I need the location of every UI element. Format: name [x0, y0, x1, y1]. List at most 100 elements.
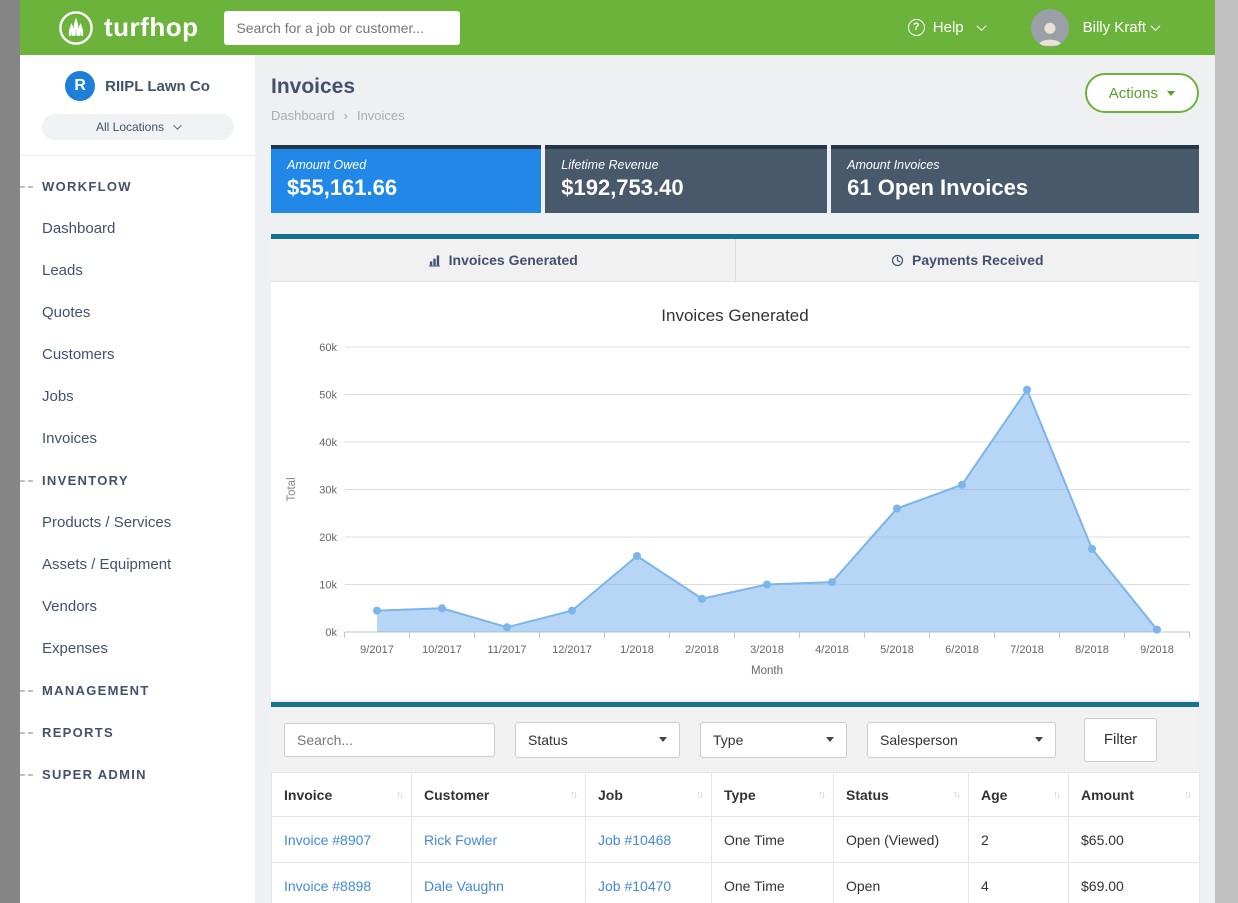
person-icon — [1035, 17, 1065, 47]
section-dash-icon — [20, 480, 33, 482]
column-header-job[interactable]: Job↑↓ — [586, 773, 712, 817]
column-header-invoice[interactable]: Invoice↑↓ — [272, 773, 412, 817]
sidebar-section-workflow[interactable]: WORKFLOW — [20, 166, 255, 208]
status-cell: Open — [834, 863, 969, 903]
logo-text: turfhop — [104, 12, 198, 43]
company-logo: R — [65, 71, 95, 101]
customer-cell[interactable]: Dale Vaughn — [412, 863, 586, 903]
sidebar-item-quotes[interactable]: Quotes — [20, 292, 255, 334]
sort-icon: ↑↓ — [818, 789, 824, 800]
sidebar-item-vendors[interactable]: Vendors — [20, 586, 255, 628]
tab-payments-received[interactable]: Payments Received — [735, 239, 1200, 281]
status-cell: Open (Viewed) — [834, 817, 969, 863]
section-dash-icon — [20, 732, 33, 734]
company-header: R RIIPL Lawn Co — [20, 71, 255, 101]
type-select[interactable]: Type — [700, 722, 847, 758]
top-bar: turfhop ? Help Billy Kraft — [20, 0, 1215, 55]
turfhop-logo[interactable]: turfhop — [58, 10, 198, 46]
svg-text:40k: 40k — [319, 437, 337, 449]
stat-card-label: Amount Invoices — [847, 158, 1183, 172]
filter-button[interactable]: Filter — [1084, 718, 1157, 762]
svg-text:20k: 20k — [319, 532, 337, 544]
filter-bar: Status Type Salesperson Filter — [271, 707, 1199, 772]
stat-card-value: $55,161.66 — [287, 175, 525, 201]
select-value: Type — [713, 732, 743, 748]
global-search-input[interactable] — [224, 11, 460, 45]
svg-text:30k: 30k — [319, 485, 337, 497]
table-row[interactable]: Invoice #8898Dale VaughnJob #10470One Ti… — [272, 863, 1200, 903]
chart-tabs: Invoices Generated Payments Received — [271, 239, 1199, 282]
select-arrow-icon — [826, 737, 834, 742]
type-cell: One Time — [712, 817, 834, 863]
sidebar-item-products-services[interactable]: Products / Services — [20, 502, 255, 544]
sidebar-item-jobs[interactable]: Jobs — [20, 376, 255, 418]
breadcrumb: Dashboard›Invoices — [271, 108, 1199, 123]
customer-cell[interactable]: Rick Fowler — [412, 817, 586, 863]
svg-text:Month: Month — [751, 665, 783, 677]
job-cell[interactable]: Job #10470 — [586, 863, 712, 903]
grass-logo-icon — [58, 10, 94, 46]
stat-cards: Amount Owed$55,161.66Lifetime Revenue$19… — [271, 145, 1199, 213]
svg-text:9/2017: 9/2017 — [360, 644, 394, 656]
breadcrumb-item-invoices: Invoices — [357, 108, 405, 123]
column-header-type[interactable]: Type↑↓ — [712, 773, 834, 817]
svg-text:1/2018: 1/2018 — [620, 644, 654, 656]
svg-text:9/2018: 9/2018 — [1140, 644, 1174, 656]
sidebar-item-leads[interactable]: Leads — [20, 250, 255, 292]
user-avatar[interactable] — [1031, 9, 1069, 47]
invoices-generated-chart: 0k10k20k30k40k50k60k9/201710/201711/2017… — [271, 336, 1199, 686]
help-menu[interactable]: ? Help — [908, 19, 985, 36]
job-cell[interactable]: Job #10468 — [586, 817, 712, 863]
sidebar-item-expenses[interactable]: Expenses — [20, 628, 255, 670]
svg-text:0k: 0k — [325, 627, 337, 639]
column-header-customer[interactable]: Customer↑↓ — [412, 773, 586, 817]
page-title: Invoices — [271, 75, 1199, 99]
tab-invoices-generated[interactable]: Invoices Generated — [271, 239, 735, 281]
status-select[interactable]: Status — [515, 722, 680, 758]
tab-label: Payments Received — [912, 252, 1044, 268]
user-name[interactable]: Billy Kraft — [1083, 19, 1146, 36]
stat-card-lifetime-revenue: Lifetime Revenue$192,753.40 — [545, 145, 827, 213]
tab-label: Invoices Generated — [449, 252, 578, 268]
main-content: Invoices Dashboard›Invoices Actions Amou… — [255, 55, 1215, 903]
svg-text:3/2018: 3/2018 — [750, 644, 784, 656]
chevron-down-icon[interactable] — [1151, 21, 1161, 31]
sidebar-section-label: MANAGEMENT — [42, 683, 150, 698]
sidebar: R RIIPL Lawn Co All Locations WORKFLOWDa… — [20, 55, 255, 903]
sidebar-section-super-admin[interactable]: SUPER ADMIN — [20, 754, 255, 796]
salesperson-select[interactable]: Salesperson — [867, 722, 1056, 758]
select-arrow-icon — [659, 737, 667, 742]
sidebar-item-dashboard[interactable]: Dashboard — [20, 208, 255, 250]
sidebar-item-customers[interactable]: Customers — [20, 334, 255, 376]
breadcrumb-item-dashboard[interactable]: Dashboard — [271, 108, 335, 123]
sidebar-item-invoices[interactable]: Invoices — [20, 418, 255, 460]
sort-icon: ↑↓ — [570, 789, 576, 800]
actions-button[interactable]: Actions — [1085, 73, 1199, 113]
location-selector[interactable]: All Locations — [42, 114, 234, 140]
table-search-input[interactable] — [284, 723, 495, 757]
sidebar-section-inventory[interactable]: INVENTORY — [20, 460, 255, 502]
svg-text:10/2017: 10/2017 — [422, 644, 462, 656]
sidebar-nav: WORKFLOWDashboardLeadsQuotesCustomersJob… — [20, 156, 255, 796]
table-row[interactable]: Invoice #8907Rick FowlerJob #10468One Ti… — [272, 817, 1200, 863]
invoice-cell[interactable]: Invoice #8898 — [272, 863, 412, 903]
chevron-down-icon — [173, 121, 181, 129]
sort-icon: ↑↓ — [953, 789, 959, 800]
column-header-amount[interactable]: Amount↑↓ — [1069, 773, 1200, 817]
section-dash-icon — [20, 774, 33, 776]
sidebar-section-label: INVENTORY — [42, 473, 129, 488]
right-edge-strip — [1215, 0, 1238, 903]
svg-text:7/2018: 7/2018 — [1010, 644, 1044, 656]
column-header-age[interactable]: Age↑↓ — [969, 773, 1069, 817]
chart-area: Invoices Generated 0k10k20k30k40k50k60k9… — [271, 282, 1199, 700]
svg-text:11/2017: 11/2017 — [488, 644, 527, 656]
help-label: Help — [933, 19, 964, 36]
sort-icon: ↑↓ — [396, 789, 402, 800]
sidebar-item-assets-equipment[interactable]: Assets / Equipment — [20, 544, 255, 586]
invoice-cell[interactable]: Invoice #8907 — [272, 817, 412, 863]
select-arrow-icon — [1035, 737, 1043, 742]
sidebar-section-management[interactable]: MANAGEMENT — [20, 670, 255, 712]
sidebar-section-reports[interactable]: REPORTS — [20, 712, 255, 754]
stat-card-amount-invoices: Amount Invoices61 Open Invoices — [831, 145, 1199, 213]
column-header-status[interactable]: Status↑↓ — [834, 773, 969, 817]
